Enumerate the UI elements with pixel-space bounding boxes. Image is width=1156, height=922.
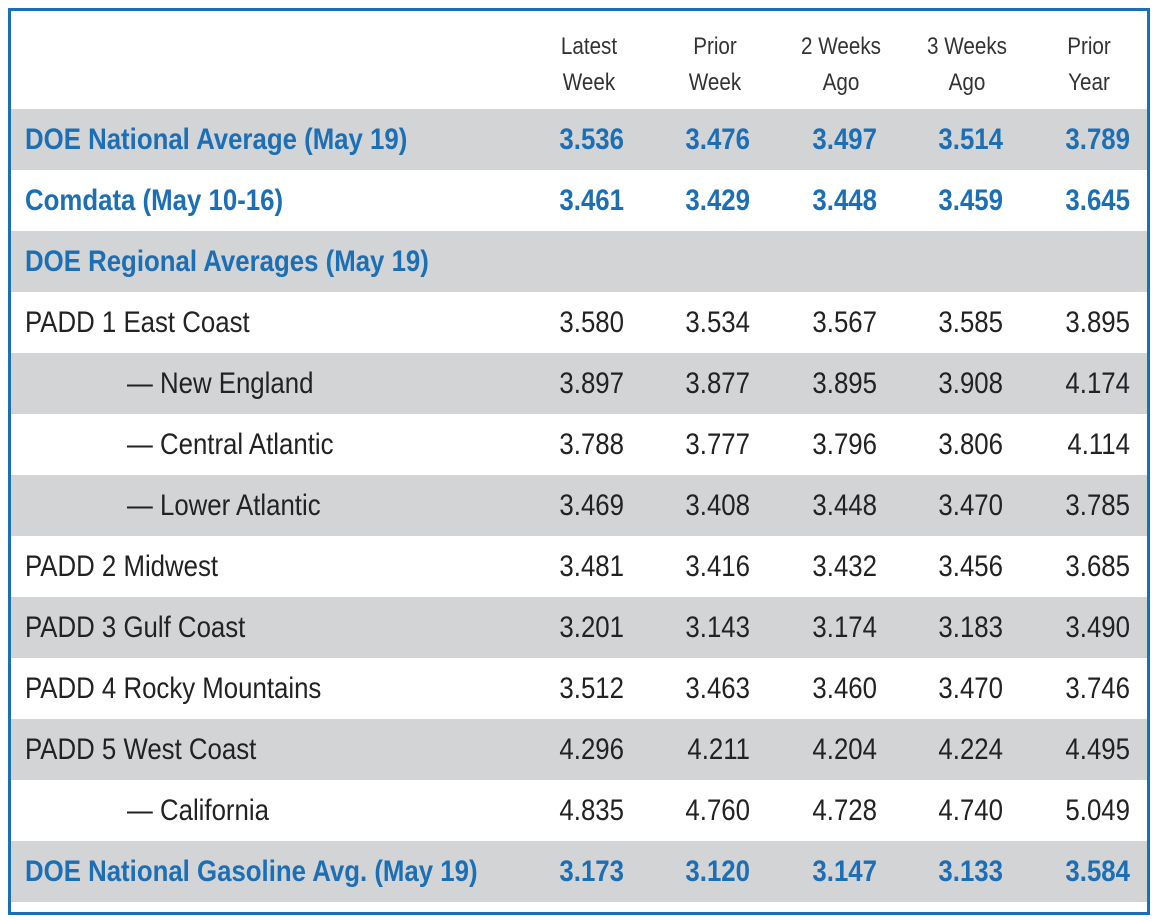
cell-3-weeks-ago: 4.224 bbox=[938, 733, 1003, 766]
cell-prior-year: 4.495 bbox=[1065, 733, 1130, 766]
cell-latest-week: 3.461 bbox=[559, 184, 624, 217]
cell-prior-year: 3.895 bbox=[1065, 306, 1130, 339]
cell-prior-year: 3.685 bbox=[1065, 550, 1130, 583]
cell-prior-year: 4.174 bbox=[1065, 367, 1130, 400]
row-label: — California bbox=[127, 794, 269, 827]
table-row: PADD 1 East Coast 3.580 3.534 3.567 3.58… bbox=[11, 292, 1147, 353]
row-label: PADD 2 Midwest bbox=[25, 550, 219, 583]
cell-2-weeks-ago: 4.204 bbox=[812, 733, 877, 766]
cell-2-weeks-ago: 3.147 bbox=[812, 855, 877, 888]
cell-prior-week: 4.760 bbox=[685, 794, 750, 827]
cell-2-weeks-ago: 3.448 bbox=[812, 184, 877, 217]
row-label: — Lower Atlantic bbox=[127, 489, 321, 522]
cell-latest-week: 3.481 bbox=[559, 550, 624, 583]
cell-latest-week: 3.580 bbox=[559, 306, 624, 339]
cell-prior-week: 3.143 bbox=[685, 611, 750, 644]
table-row: — New England 3.897 3.877 3.895 3.908 4.… bbox=[11, 353, 1147, 414]
cell-prior-year: 3.584 bbox=[1065, 855, 1130, 888]
header-2-weeks-ago: 2 Weeks Ago bbox=[801, 33, 881, 96]
row-label: PADD 1 East Coast bbox=[25, 306, 250, 339]
cell-2-weeks-ago: 3.796 bbox=[812, 428, 877, 461]
header-prior-year: Prior Year bbox=[1067, 33, 1111, 96]
row-label: — New England bbox=[127, 367, 314, 400]
cell-prior-week: 3.429 bbox=[685, 184, 750, 217]
table-row: — California 4.835 4.760 4.728 4.740 5.0… bbox=[11, 780, 1147, 841]
row-label: PADD 4 Rocky Mountains bbox=[25, 672, 322, 705]
cell-prior-week: 3.408 bbox=[685, 489, 750, 522]
cell-3-weeks-ago: 3.908 bbox=[938, 367, 1003, 400]
cell-latest-week: 4.835 bbox=[559, 794, 624, 827]
cell-2-weeks-ago: 3.497 bbox=[812, 123, 877, 156]
cell-3-weeks-ago: 3.585 bbox=[938, 306, 1003, 339]
cell-prior-year: 3.490 bbox=[1065, 611, 1130, 644]
cell-prior-week: 3.120 bbox=[685, 855, 750, 888]
table-header: Latest Week Prior Week 2 Weeks Ago 3 Wee… bbox=[11, 11, 1147, 109]
row-label: PADD 5 West Coast bbox=[25, 733, 257, 766]
table-row: PADD 2 Midwest 3.481 3.416 3.432 3.456 3… bbox=[11, 536, 1147, 597]
table-row: PADD 5 West Coast 4.296 4.211 4.204 4.22… bbox=[11, 719, 1147, 780]
cell-3-weeks-ago: 4.740 bbox=[938, 794, 1003, 827]
table-row: DOE National Average (May 19) 3.536 3.47… bbox=[11, 109, 1147, 170]
cell-prior-week: 3.777 bbox=[685, 428, 750, 461]
cell-3-weeks-ago: 3.470 bbox=[938, 489, 1003, 522]
row-label: DOE Regional Averages (May 19) bbox=[25, 245, 429, 278]
cell-3-weeks-ago: 3.456 bbox=[938, 550, 1003, 583]
cell-latest-week: 4.296 bbox=[559, 733, 624, 766]
cell-2-weeks-ago: 3.174 bbox=[812, 611, 877, 644]
cell-prior-year: 4.114 bbox=[1067, 428, 1130, 461]
table-row: DOE National Gasoline Avg. (May 19) 3.17… bbox=[11, 841, 1147, 902]
header-prior-week: Prior Week bbox=[688, 33, 742, 96]
cell-3-weeks-ago: 3.514 bbox=[938, 123, 1003, 156]
cell-latest-week: 3.469 bbox=[559, 489, 624, 522]
row-label: DOE National Average (May 19) bbox=[25, 123, 408, 156]
cell-prior-year: 3.785 bbox=[1065, 489, 1130, 522]
row-label: Comdata (May 10-16) bbox=[25, 184, 284, 217]
cell-latest-week: 3.173 bbox=[559, 855, 624, 888]
cell-3-weeks-ago: 3.470 bbox=[938, 672, 1003, 705]
row-label: PADD 3 Gulf Coast bbox=[25, 611, 246, 644]
cell-prior-year: 3.746 bbox=[1065, 672, 1130, 705]
cell-3-weeks-ago: 3.183 bbox=[938, 611, 1003, 644]
cell-2-weeks-ago: 3.460 bbox=[812, 672, 877, 705]
cell-3-weeks-ago: 3.459 bbox=[938, 184, 1003, 217]
cell-prior-week: 3.463 bbox=[685, 672, 750, 705]
cell-latest-week: 3.897 bbox=[559, 367, 624, 400]
cell-prior-year: 5.049 bbox=[1065, 794, 1130, 827]
table-row: Comdata (May 10-16) 3.461 3.429 3.448 3.… bbox=[11, 170, 1147, 231]
table-row: PADD 3 Gulf Coast 3.201 3.143 3.174 3.18… bbox=[11, 597, 1147, 658]
cell-3-weeks-ago: 3.133 bbox=[938, 855, 1003, 888]
cell-2-weeks-ago: 4.728 bbox=[812, 794, 877, 827]
cell-prior-week: 4.211 bbox=[687, 733, 750, 766]
cell-2-weeks-ago: 3.448 bbox=[812, 489, 877, 522]
cell-latest-week: 3.201 bbox=[559, 611, 624, 644]
header-latest-week: Latest Week bbox=[560, 33, 618, 96]
cell-2-weeks-ago: 3.895 bbox=[812, 367, 877, 400]
cell-latest-week: 3.512 bbox=[559, 672, 624, 705]
header-3-weeks-ago: 3 Weeks Ago bbox=[927, 33, 1007, 96]
cell-prior-year: 3.645 bbox=[1065, 184, 1130, 217]
cell-3-weeks-ago: 3.806 bbox=[938, 428, 1003, 461]
cell-2-weeks-ago: 3.432 bbox=[812, 550, 877, 583]
table-row: PADD 4 Rocky Mountains 3.512 3.463 3.460… bbox=[11, 658, 1147, 719]
cell-prior-week: 3.476 bbox=[685, 123, 750, 156]
cell-prior-year: 3.789 bbox=[1065, 123, 1130, 156]
cell-prior-week: 3.534 bbox=[685, 306, 750, 339]
table-row: DOE Regional Averages (May 19) bbox=[11, 231, 1147, 292]
cell-latest-week: 3.788 bbox=[559, 428, 624, 461]
row-label: DOE National Gasoline Avg. (May 19) bbox=[25, 855, 478, 888]
cell-latest-week: 3.536 bbox=[559, 123, 624, 156]
row-label: — Central Atlantic bbox=[127, 428, 334, 461]
price-table: Latest Week Prior Week 2 Weeks Ago 3 Wee… bbox=[8, 8, 1150, 915]
cell-prior-week: 3.877 bbox=[685, 367, 750, 400]
cell-2-weeks-ago: 3.567 bbox=[812, 306, 877, 339]
table-row: — Lower Atlantic 3.469 3.408 3.448 3.470… bbox=[11, 475, 1147, 536]
table-row: — Central Atlantic 3.788 3.777 3.796 3.8… bbox=[11, 414, 1147, 475]
cell-prior-week: 3.416 bbox=[685, 550, 750, 583]
